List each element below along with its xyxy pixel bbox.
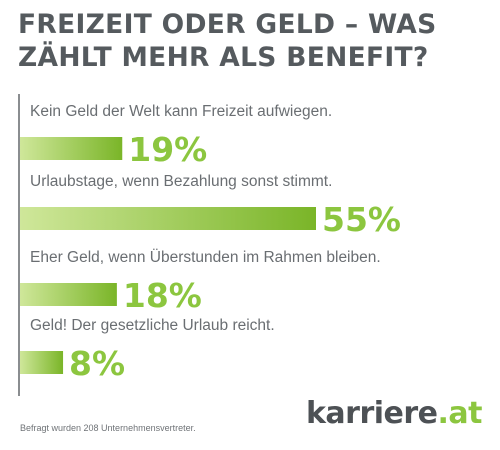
category-label: Geld! Der gesetzliche Urlaub reicht. [30,317,275,334]
value-label: 55% [322,200,401,239]
brand-tld: .at [437,396,483,431]
bar [20,351,64,374]
value-label: 19% [128,130,207,169]
bar [20,283,117,306]
category-label: Kein Geld der Welt kann Freizeit aufwieg… [30,103,332,120]
bar [20,137,123,160]
category-label: Urlaubstage, wenn Bezahlung sonst stimmt… [30,173,332,190]
axis-line [18,94,20,396]
value-label: 8% [69,344,125,383]
brand-logo: karriere.at [305,394,483,434]
bar [20,207,316,230]
footnote: Befragt wurden 208 Unternehmensvertreter… [20,423,196,433]
value-label: 18% [123,276,202,315]
category-label: Eher Geld, wenn Überstunden im Rahmen bl… [30,248,381,266]
chart-title: FREIZEIT ODER GELD – WAS ZÄHLT MEHR ALS … [18,9,437,73]
brand-name: karriere [305,396,438,431]
